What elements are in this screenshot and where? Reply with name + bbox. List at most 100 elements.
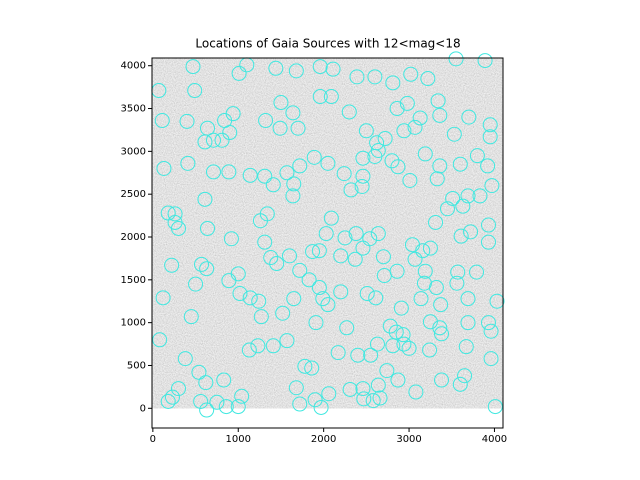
source-marker xyxy=(390,372,406,388)
source-marker xyxy=(483,323,499,339)
source-marker xyxy=(445,190,461,206)
source-marker xyxy=(242,167,258,183)
source-marker xyxy=(311,280,327,296)
source-marker xyxy=(417,146,433,162)
source-marker xyxy=(372,390,388,406)
source-marker xyxy=(234,388,250,404)
source-marker xyxy=(307,392,323,408)
y-tick-label: 2500 xyxy=(121,189,146,200)
source-marker xyxy=(321,386,337,402)
source-marker xyxy=(460,188,476,204)
source-marker xyxy=(446,126,462,142)
source-marker xyxy=(417,263,433,279)
source-marker xyxy=(320,297,336,313)
source-marker xyxy=(432,107,448,123)
source-marker xyxy=(205,132,221,148)
source-marker xyxy=(325,61,341,77)
source-marker xyxy=(359,286,375,302)
source-marker xyxy=(265,338,281,354)
source-marker xyxy=(285,105,301,121)
source-marker xyxy=(180,155,196,171)
source-marker xyxy=(187,83,203,99)
source-marker xyxy=(388,324,404,340)
source-marker xyxy=(434,326,450,342)
source-marker xyxy=(370,377,386,393)
source-marker xyxy=(156,160,172,176)
source-marker xyxy=(205,164,221,180)
source-marker xyxy=(489,293,505,309)
source-marker xyxy=(253,309,269,325)
y-tick-label: 3000 xyxy=(121,146,146,157)
source-marker xyxy=(312,89,328,105)
source-marker xyxy=(337,230,353,246)
x-tick-label: 1000 xyxy=(226,434,251,445)
source-marker xyxy=(472,188,488,204)
source-marker xyxy=(407,119,423,135)
source-marker xyxy=(385,75,401,91)
source-marker xyxy=(439,201,455,217)
axes-frame xyxy=(151,57,504,429)
source-marker xyxy=(221,273,237,289)
source-marker xyxy=(154,113,170,129)
source-marker xyxy=(350,347,366,363)
source-marker xyxy=(339,320,355,336)
source-marker xyxy=(279,333,295,349)
source-marker xyxy=(430,93,446,109)
source-marker xyxy=(160,393,176,409)
source-marker xyxy=(389,263,405,279)
source-marker xyxy=(312,59,328,75)
source-marker xyxy=(285,188,301,204)
source-marker xyxy=(281,248,297,264)
source-marker xyxy=(343,182,359,198)
source-marker xyxy=(367,148,383,164)
source-marker xyxy=(483,351,499,367)
source-marker xyxy=(484,178,500,194)
source-marker xyxy=(306,149,322,165)
source-marker xyxy=(453,228,469,244)
source-marker xyxy=(288,63,304,79)
source-marker xyxy=(342,381,358,397)
source-marker xyxy=(197,191,213,207)
source-marker xyxy=(356,391,372,407)
source-marker xyxy=(311,243,327,259)
source-marker xyxy=(177,351,193,367)
source-marker xyxy=(241,342,257,358)
source-marker xyxy=(232,286,248,302)
source-marker xyxy=(193,393,209,409)
source-marker xyxy=(415,243,431,259)
source-marker xyxy=(390,159,406,175)
source-marker xyxy=(480,217,496,233)
source-marker xyxy=(214,132,230,148)
source-marker xyxy=(448,51,464,67)
plot-area xyxy=(151,51,505,418)
source-marker xyxy=(304,360,320,376)
source-marker xyxy=(191,364,207,380)
source-marker xyxy=(393,300,409,316)
image xyxy=(152,58,504,409)
source-marker xyxy=(333,284,349,300)
source-marker xyxy=(269,256,285,272)
source-marker xyxy=(355,168,371,184)
source-marker xyxy=(185,59,201,75)
source-marker xyxy=(323,89,339,105)
source-marker xyxy=(265,177,281,193)
source-marker xyxy=(395,327,411,343)
source-marker xyxy=(379,363,395,379)
source-marker xyxy=(170,220,186,236)
source-marker xyxy=(407,251,423,267)
source-marker xyxy=(297,358,313,374)
source-marker xyxy=(308,315,324,331)
source-marker xyxy=(292,262,308,278)
source-marker xyxy=(231,65,247,81)
source-marker xyxy=(188,276,204,292)
source-marker xyxy=(164,389,180,405)
source-marker xyxy=(365,393,381,409)
source-marker xyxy=(223,231,239,247)
source-marker xyxy=(458,339,474,355)
source-marker xyxy=(333,248,349,264)
source-marker xyxy=(230,399,246,415)
source-marker xyxy=(402,172,418,188)
source-marker xyxy=(197,134,213,150)
y-tick-label: 4000 xyxy=(121,61,146,72)
